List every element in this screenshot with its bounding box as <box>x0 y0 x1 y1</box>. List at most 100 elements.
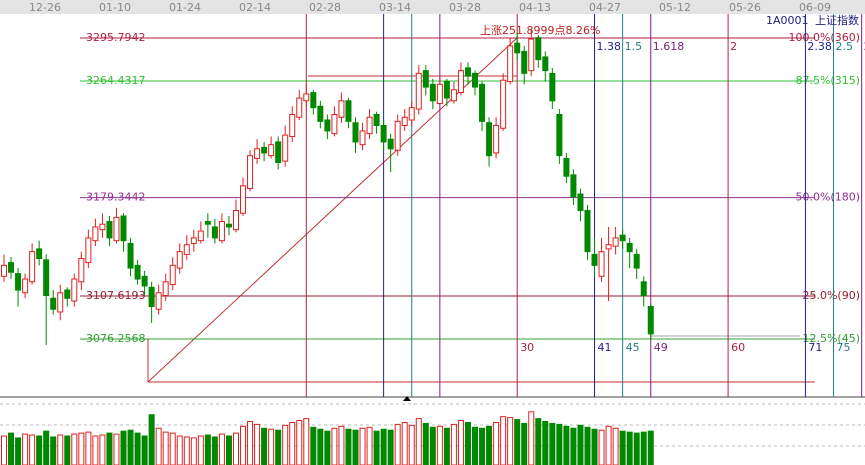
candle-body <box>183 244 190 255</box>
candle-body <box>619 234 626 242</box>
title-name: 上证指数 <box>815 13 859 27</box>
candle-body <box>57 292 64 313</box>
candle-body <box>169 264 176 286</box>
candle-body <box>408 107 415 121</box>
volume-bar <box>324 430 331 465</box>
volume-bar <box>598 429 605 465</box>
volume-bar <box>120 430 127 465</box>
volume-bar <box>71 433 78 465</box>
volume-bar <box>345 428 352 465</box>
candle-body <box>155 292 162 310</box>
candle-body <box>331 114 338 135</box>
candle-body <box>352 122 359 143</box>
volume-bar <box>507 417 514 465</box>
volume-bar <box>528 411 535 465</box>
candle-body <box>64 289 71 299</box>
candle-body <box>50 297 57 310</box>
candle-body <box>197 230 204 242</box>
candle-body <box>373 114 380 126</box>
volume-bar <box>92 435 99 465</box>
cycle-count-label: 49 <box>654 341 668 354</box>
volume-bar <box>394 423 401 465</box>
volume-bar <box>408 424 415 465</box>
volume-bar <box>338 425 345 465</box>
volume-bar <box>218 433 225 465</box>
candle-body <box>113 216 120 242</box>
volume-bar <box>633 432 640 465</box>
volume-bar <box>15 437 22 465</box>
volume-bar <box>577 424 584 465</box>
candle-body <box>303 93 310 102</box>
candle-body <box>225 223 232 228</box>
volume-bar <box>486 425 493 465</box>
volume-bar <box>303 418 310 465</box>
x-tick-label: 06-09 <box>799 1 831 14</box>
volume-bar <box>282 424 289 465</box>
candle-body <box>549 72 556 102</box>
candle-body <box>254 148 261 159</box>
cycle-ratio-label: 1.38 <box>597 40 622 53</box>
cycle-ratio-label: 2 <box>730 40 737 53</box>
candle-body <box>415 72 422 110</box>
level-price-label: 3264.4317 <box>86 74 146 87</box>
candle-body <box>584 209 591 253</box>
volume-bar <box>619 430 626 465</box>
volume-bar <box>155 427 162 465</box>
volume-bar <box>317 428 324 465</box>
candle-body <box>514 42 521 54</box>
x-tick-label: 02-28 <box>309 1 341 14</box>
volume-bar <box>162 431 169 465</box>
volume-bar <box>647 430 654 465</box>
candle-body <box>29 251 36 283</box>
time-axis: 12-26 01-10 01-24 02-14 02-28 03-14 03-28 04-13… <box>29 1 831 14</box>
volume-bar <box>99 434 106 465</box>
candle-body <box>36 248 43 259</box>
x-tick-label: 01-10 <box>99 1 131 14</box>
candle-body <box>211 226 218 239</box>
candle-body <box>190 237 197 244</box>
candle-body <box>507 45 514 83</box>
volume-bar <box>127 429 134 465</box>
candle-body <box>43 259 50 297</box>
volume-bar <box>225 435 232 465</box>
volume-bar <box>29 434 36 465</box>
candle-body <box>127 242 134 269</box>
candle-body <box>401 116 408 126</box>
x-tick-label: 04-27 <box>589 1 621 14</box>
candles <box>1 29 654 345</box>
candle-body <box>289 114 296 137</box>
volume-bar <box>563 425 570 465</box>
candle-body <box>394 120 401 151</box>
candle-body <box>359 130 366 146</box>
volume-bar <box>570 427 577 465</box>
level-price-label: 3295.7942 <box>86 31 146 44</box>
level-right-label: 50.0%(180) <box>795 191 860 204</box>
x-tick-label: 02-14 <box>239 1 271 14</box>
candle-body <box>429 83 436 102</box>
volume-bar <box>183 436 190 465</box>
volume-bar <box>352 429 359 465</box>
volume-bar <box>232 432 239 465</box>
candle-body <box>591 253 598 266</box>
x-tick-label: 12-26 <box>29 1 61 14</box>
candle-body <box>134 264 141 280</box>
volume-bar <box>22 433 29 465</box>
candle-body <box>232 209 239 231</box>
volume-bar <box>204 434 211 465</box>
volume-bar <box>535 418 542 465</box>
volume-bar <box>549 422 556 465</box>
candle-body <box>570 174 577 198</box>
volume-bar <box>422 422 429 465</box>
candle-body <box>542 56 549 72</box>
candle-body <box>640 281 647 297</box>
candle-body <box>556 114 563 157</box>
x-tick-label: 05-12 <box>659 1 691 14</box>
volume-bar <box>190 437 197 465</box>
volume-bar <box>429 426 436 465</box>
level-right-label: 100.0%(360) <box>788 31 860 44</box>
cycle-count-label: 30 <box>520 341 534 354</box>
x-tick-label: 04-13 <box>519 1 551 14</box>
annotation: 上涨251.8999点8.26% <box>480 24 600 37</box>
